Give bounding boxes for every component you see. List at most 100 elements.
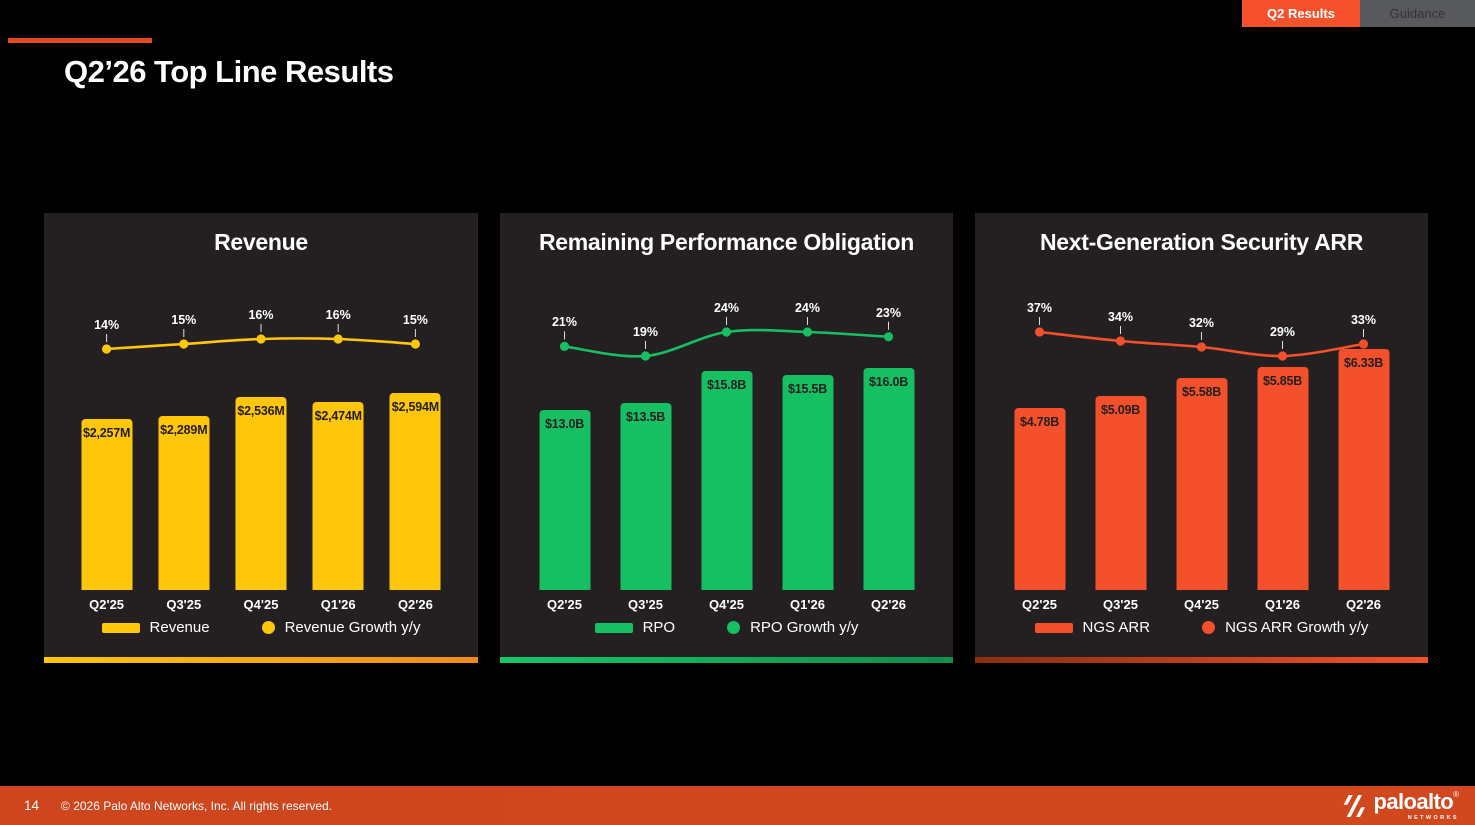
bar-revenue-q1-26: $2,474M (312, 402, 364, 590)
bar-value-label: $2,594M (391, 400, 440, 414)
growth-label: 24% (794, 301, 821, 315)
x-axis-label: Q1'26 (320, 597, 356, 612)
title-accent-bar (8, 38, 152, 43)
bar-column: $5.58B (1161, 213, 1242, 590)
growth-label: 29% (1269, 325, 1296, 339)
bar-value-label: $5.09B (1100, 403, 1141, 418)
bar-rpo-q3-25: $13.5B (620, 402, 671, 590)
growth-label: 32% (1188, 316, 1215, 330)
growth-point (640, 351, 651, 361)
chart-panel-revenue: Revenue $2,257M $2,289M $2,536M $2,474M $2,59… (44, 213, 478, 663)
logo-registered-mark: ® (1453, 789, 1459, 799)
legend-item: NGS ARR (1034, 619, 1150, 636)
paloalto-logo-icon (1343, 794, 1365, 817)
bar-column: $5.85B (1242, 213, 1323, 590)
bar-value-label: $15.5B (787, 381, 828, 396)
bar-value-label: $13.0B (544, 416, 585, 431)
bar-value-label: $4.78B (1019, 415, 1060, 430)
bar-ngs-arr-q2-25: $4.78B (1014, 408, 1065, 590)
growth-point (102, 344, 112, 354)
x-axis-label: Q1'26 (790, 597, 825, 612)
copyright-text: © 2026 Palo Alto Networks, Inc. All righ… (61, 798, 332, 813)
growth-label: 21% (551, 315, 578, 330)
panel-accent-strip (500, 657, 953, 663)
growth-label: 19% (632, 325, 659, 339)
bar-column: $2,594M (377, 213, 454, 590)
legend-label: RPO Growth y/y (750, 619, 859, 636)
x-axis-label: Q2'26 (871, 597, 906, 612)
charts-row: Revenue $2,257M $2,289M $2,536M $2,474M $2,59… (44, 213, 1428, 663)
growth-point (802, 327, 813, 337)
bar-revenue-q2-26: $2,594M (389, 393, 441, 590)
x-axis-label: Q4'25 (709, 597, 744, 612)
growth-label: 14% (94, 318, 120, 332)
logo-subtext: NETWORKS (1407, 814, 1459, 821)
bar-column: $13.0B (524, 213, 605, 590)
bar-ngs-arr-q2-26: $6.33B (1338, 349, 1389, 590)
x-axis-label: Q3'25 (1103, 597, 1138, 612)
legend-dot-swatch (261, 621, 275, 634)
x-axis-label: Q3'25 (166, 597, 202, 612)
page-title: Q2’26 Top Line Results (64, 54, 394, 89)
bar-column: $2,257M (68, 213, 145, 590)
growth-point (1196, 342, 1207, 352)
growth-line-rpo (559, 317, 894, 361)
x-axis-label: Q2'25 (89, 597, 125, 612)
growth-point (410, 339, 420, 349)
legend-bar-swatch (594, 622, 633, 633)
bar-ngs-arr-q1-26: $5.85B (1257, 367, 1308, 590)
growth-point (1358, 339, 1369, 349)
x-axis-label: Q4'25 (1184, 597, 1219, 612)
bar-revenue-q3-25: $2,289M (158, 416, 210, 590)
footer-bar: 14 © 2026 Palo Alto Networks, Inc. All r… (0, 786, 1475, 825)
growth-label: 33% (1350, 313, 1377, 327)
tab-q2-results[interactable]: Q2 Results (1242, 0, 1360, 27)
x-axis-label: Q1'26 (1265, 597, 1300, 612)
bar-column: $5.09B (1080, 213, 1161, 590)
legend-label: Revenue Growth y/y (284, 619, 421, 636)
bar-value-label: $13.5B (625, 409, 666, 424)
chart-title-rpo: Remaining Performance Obligation (538, 229, 915, 255)
tab-guidance[interactable]: Guidance (1360, 0, 1475, 27)
bar-value-label: $16.0B (868, 375, 909, 389)
bar-rpo-q2-26: $16.0B (863, 368, 914, 590)
panel-accent-strip (975, 657, 1428, 663)
bar-revenue-q2-25: $2,257M (81, 418, 133, 590)
bar-column: $6.33B (1323, 213, 1404, 590)
growth-label: 16% (325, 308, 351, 322)
bar-ngs-arr-q4-25: $5.58B (1176, 377, 1227, 590)
paloalto-logo: paloalto® NETWORKS (1341, 789, 1459, 821)
chart-plot-area: $4.78B $5.09B $5.58B $5.85B $6.33B 37% 34% 32% 2… (999, 213, 1404, 590)
chart-title-ngs-arr: Next-Generation Security ARR (1039, 229, 1364, 255)
growth-point (721, 327, 732, 337)
legend-dot-swatch (727, 621, 741, 634)
chart-legend: NGS ARR NGS ARR Growth y/y (975, 619, 1428, 636)
x-axis-label: Q3'25 (628, 597, 663, 612)
growth-line-ngs-arr (1034, 317, 1369, 361)
legend-item: RPO Growth y/y (727, 619, 858, 636)
growth-point (1034, 327, 1045, 337)
x-axis-label: Q2'26 (1346, 597, 1381, 612)
growth-line-revenue (102, 324, 420, 354)
chart-legend: Revenue Revenue Growth y/y (44, 619, 478, 636)
tab-bar: Q2 Results Guidance (1242, 0, 1475, 27)
bar-value-label: $2,289M (160, 423, 208, 438)
growth-point (559, 341, 570, 351)
chart-panel-ngs-arr: Next-Generation Security ARR $4.78B $5.09B… (975, 213, 1428, 663)
legend-dot-swatch (1202, 621, 1216, 634)
legend-label: RPO (642, 619, 676, 636)
growth-point (333, 334, 343, 344)
legend-item: NGS ARR Growth y/y (1202, 619, 1368, 636)
growth-label: 15% (171, 313, 197, 327)
chart-legend: RPO RPO Growth y/y (500, 619, 953, 636)
growth-point (179, 339, 189, 349)
paloalto-logo-wordmark: paloalto® NETWORKS (1374, 789, 1459, 821)
bar-rpo-q2-25: $13.0B (539, 409, 590, 590)
bar-value-label: $15.8B (706, 377, 747, 392)
x-axis-label: Q2'26 (397, 597, 433, 612)
bar-column: $16.0B (848, 213, 929, 590)
legend-item: Revenue (101, 619, 210, 636)
bar-value-label: $5.85B (1262, 374, 1303, 389)
bar-value-label: $5.58B (1181, 384, 1222, 399)
